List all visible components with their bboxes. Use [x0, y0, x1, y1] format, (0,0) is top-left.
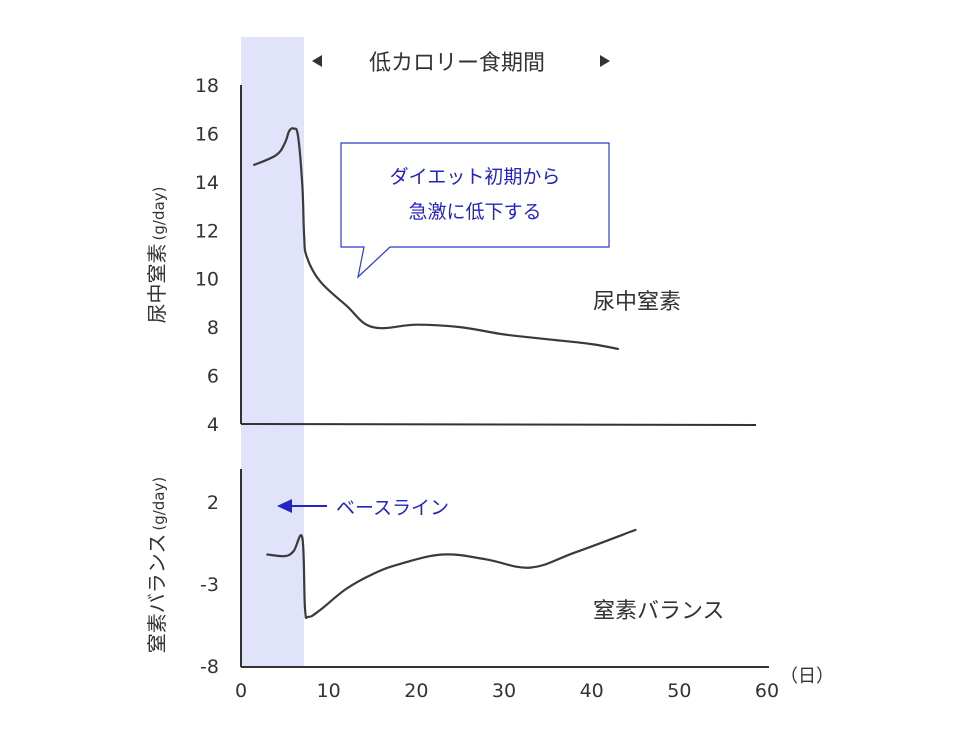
top-y-tick-label: 18 [195, 75, 219, 97]
nitrogen-balance-line [266, 528, 637, 620]
top-x-axis [240, 423, 757, 426]
left-arrow-icon [277, 499, 292, 513]
x-tick-label: 10 [317, 680, 341, 702]
right-arrow-icon [600, 55, 610, 67]
period-label-group: 低カロリー食期間 [312, 51, 610, 76]
baseline-annotation: ベースライン [277, 497, 449, 519]
top-y-tick-label: 12 [195, 220, 219, 242]
x-tick-label: 40 [580, 680, 604, 702]
top-y-tick-label: 8 [207, 317, 219, 339]
bottom-y-tick-label: 2 [207, 492, 219, 514]
top-y-axis-unit: (g/day) [150, 187, 168, 241]
left-arrow-icon [312, 55, 322, 67]
bottom-y-tick-labels: 2 -3 -8 [200, 492, 219, 678]
urinary-nitrogen-series-label: 尿中窒素 [593, 290, 681, 315]
x-tick-label: 20 [404, 680, 428, 702]
bottom-y-axis-title-main: 窒素バランス [145, 534, 169, 654]
top-y-tick-label: 14 [195, 172, 219, 194]
top-y-tick-label: 6 [207, 366, 219, 388]
x-tick-label: 30 [492, 680, 516, 702]
top-y-tick-labels: 4 6 8 10 12 14 16 18 [195, 75, 219, 436]
low-calorie-period-label: 低カロリー食期間 [369, 51, 545, 76]
bottom-y-axis-title: 窒素バランス (g/day) [145, 477, 169, 653]
top-y-tick-label: 4 [207, 414, 219, 436]
urinary-nitrogen-line [253, 127, 620, 350]
callout: ダイエット初期から 急激に低下する [340, 142, 610, 279]
top-y-tick-label: 10 [195, 269, 219, 291]
x-tick-labels: 0 10 20 30 40 50 60 [235, 680, 779, 702]
bottom-y-axis-unit: (g/day) [150, 477, 168, 531]
baseline-band [241, 37, 304, 667]
callout-bubble [340, 142, 610, 279]
callout-line-2: 急激に低下する [408, 201, 541, 223]
x-tick-label: 50 [667, 680, 691, 702]
top-y-axis-title-main: 尿中窒素 [145, 243, 169, 323]
x-tick-label: 0 [235, 680, 247, 702]
nitrogen-balance-series-label: 窒素バランス [593, 599, 725, 624]
callout-line-1: ダイエット初期から [390, 166, 561, 188]
x-tick-label: 60 [755, 680, 779, 702]
top-y-tick-label: 16 [195, 123, 219, 145]
bottom-y-tick-label: -3 [200, 574, 219, 596]
x-axis-unit: （日） [780, 666, 834, 687]
top-y-axis-title: 尿中窒素 (g/day) [145, 187, 169, 324]
bottom-y-tick-label: -8 [200, 656, 219, 678]
baseline-label: ベースライン [336, 497, 449, 519]
